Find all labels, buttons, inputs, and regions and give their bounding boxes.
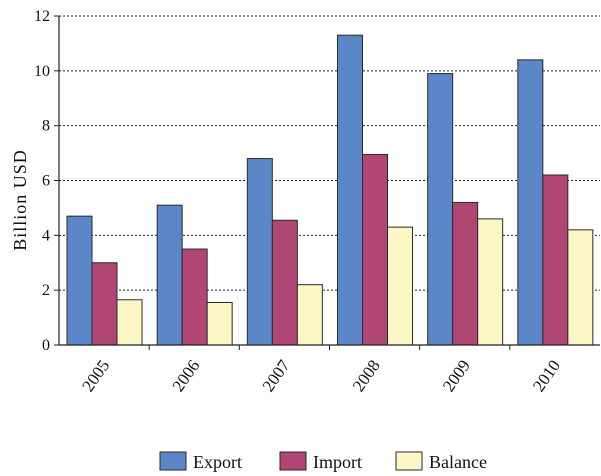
bars bbox=[66, 34, 594, 346]
legend-swatch bbox=[159, 451, 187, 471]
y-tick-label: 4 bbox=[42, 227, 50, 244]
x-tick-label: 2005 bbox=[78, 356, 113, 395]
y-tick-label: 6 bbox=[42, 173, 50, 190]
bar-export-2008 bbox=[337, 34, 363, 346]
bar-import-2007 bbox=[271, 219, 298, 346]
x-tick-label: 2006 bbox=[168, 356, 203, 395]
x-tick-label: 2010 bbox=[529, 356, 564, 395]
bar-balance-2009 bbox=[477, 218, 504, 346]
legend-swatch bbox=[279, 451, 307, 471]
bar-export-2005 bbox=[66, 215, 93, 346]
legend-item-import: Import bbox=[279, 451, 362, 472]
bar-balance-2010 bbox=[567, 229, 594, 346]
y-tick-label: 12 bbox=[34, 8, 50, 25]
bar-import-2010 bbox=[542, 174, 569, 346]
bar-export-2007 bbox=[246, 158, 273, 346]
bar-import-2008 bbox=[362, 153, 388, 346]
bar-export-2009 bbox=[427, 73, 454, 346]
bar-balance-2005 bbox=[116, 299, 143, 346]
bar-import-2006 bbox=[181, 248, 208, 346]
bar-export-2010 bbox=[517, 59, 544, 346]
legend-item-export: Export bbox=[159, 451, 242, 472]
legend-swatch bbox=[395, 451, 423, 471]
bar-import-2005 bbox=[91, 262, 118, 346]
y-tick-label: 8 bbox=[42, 118, 50, 135]
legend-label: Balance bbox=[429, 452, 487, 472]
y-tick-label: 0 bbox=[42, 337, 50, 354]
bar-import-2009 bbox=[452, 201, 479, 346]
y-tick-label: 2 bbox=[42, 282, 50, 299]
legend-label: Import bbox=[313, 452, 362, 472]
legend: Export Import Balance bbox=[159, 451, 487, 472]
bar-export-2006 bbox=[156, 204, 183, 346]
y-tick-labels: 0 2 4 6 8 10 12 bbox=[34, 8, 50, 354]
y-tick-label: 10 bbox=[34, 63, 50, 80]
x-tick-label: 2007 bbox=[259, 356, 294, 395]
y-axis-title: Billion USD bbox=[10, 149, 30, 251]
x-tick-label: 2008 bbox=[349, 356, 384, 395]
bar-balance-2006 bbox=[206, 302, 233, 346]
x-tick-labels: 2005 2006 2007 2008 2009 2010 bbox=[78, 356, 564, 395]
legend-label: Export bbox=[193, 452, 242, 472]
bar-balance-2008 bbox=[387, 226, 413, 346]
bar-balance-2007 bbox=[296, 284, 323, 346]
legend-item-balance: Balance bbox=[395, 451, 487, 472]
axes bbox=[54, 15, 600, 350]
x-tick-label: 2009 bbox=[439, 356, 474, 395]
